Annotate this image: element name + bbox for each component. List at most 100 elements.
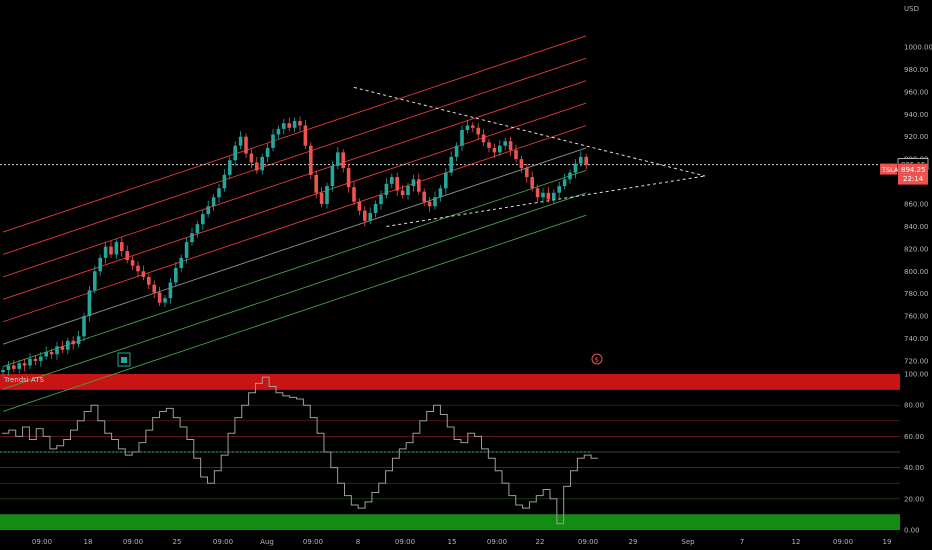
candle-body <box>438 188 443 198</box>
candle-body <box>444 172 448 189</box>
time-tick-label: 8 <box>356 538 360 546</box>
candle-body <box>49 352 54 355</box>
regression-channel <box>2 35 587 412</box>
time-tick-label: 7 <box>740 538 744 546</box>
candle-body <box>303 125 308 146</box>
candle-body <box>546 192 551 200</box>
candle-body <box>330 165 335 187</box>
triangle-line <box>353 86 706 177</box>
candle-body <box>552 192 556 200</box>
candle-body <box>363 210 367 221</box>
indicator-title: Trendsi ATS <box>4 376 44 384</box>
candle-body <box>417 179 421 192</box>
oversold-band <box>0 514 900 530</box>
candle-body <box>276 128 281 135</box>
candle-body <box>179 257 183 268</box>
time-tick-label: 22 <box>536 538 545 546</box>
candle-body <box>211 197 216 207</box>
channel-line <box>2 57 587 255</box>
candle-body <box>492 147 497 153</box>
dividend-icon[interactable]: $ <box>591 353 603 365</box>
candle-body <box>395 177 399 191</box>
time-tick-label: 29 <box>629 538 638 546</box>
candle-body <box>292 121 297 128</box>
oscillator-tick-label: 40.00 <box>904 464 924 472</box>
candlestick-series <box>1 116 588 377</box>
channel-line <box>2 125 587 323</box>
candle-body <box>271 134 275 148</box>
candle-body <box>17 363 21 369</box>
candle-body <box>163 298 167 303</box>
candle-body <box>357 201 362 211</box>
triangle-drawing[interactable] <box>0 86 880 227</box>
channel-line <box>2 169 587 368</box>
price-axis[interactable]: 720.00 740.00 760.00 780.00 800.00 820.00 840.… <box>904 44 932 535</box>
time-tick-label: Sep <box>681 538 695 546</box>
candle-body <box>233 145 237 161</box>
time-tick-label: 25 <box>173 538 182 546</box>
candle-body <box>82 316 86 337</box>
time-axis[interactable]: 09:00 18 09:00 25 09:00 Aug 09:00 8 09:00 15 09:00… <box>32 538 892 546</box>
candle-body <box>22 363 27 366</box>
time-tick-label: 09:00 <box>123 538 143 546</box>
candle-body <box>530 177 534 189</box>
time-tick-label: 15 <box>448 538 457 546</box>
candle-body <box>454 145 459 157</box>
price-tick-label: 780.00 <box>904 290 929 298</box>
candle-body <box>427 201 432 207</box>
candle-body <box>168 282 173 299</box>
channel-line <box>2 192 587 390</box>
price-tick-label: 820.00 <box>904 245 929 253</box>
channel-line <box>2 102 587 300</box>
candle-body <box>255 162 259 171</box>
candle-body <box>76 336 81 345</box>
time-tick-label: 09:00 <box>578 538 598 546</box>
time-tick-label: 12 <box>792 538 801 546</box>
time-tick-label: 09:00 <box>32 538 52 546</box>
candle-body <box>147 276 151 285</box>
candle-body <box>93 271 97 291</box>
price-tick-label: 960.00 <box>904 88 929 96</box>
time-tick-label: 09:00 <box>303 538 323 546</box>
svg-text:$: $ <box>595 356 599 364</box>
oscillator-tick-label: 80.00 <box>904 402 924 410</box>
candle-body <box>206 206 210 215</box>
candle-body <box>244 136 248 154</box>
channel-line <box>2 214 587 412</box>
candle-body <box>373 204 378 213</box>
candle-body <box>109 246 113 255</box>
candle-body <box>406 186 410 196</box>
candle-body <box>238 136 243 146</box>
candle-body <box>568 172 572 180</box>
price-tick-label: 920.00 <box>904 133 929 141</box>
candle-body <box>519 159 524 169</box>
candle-body <box>228 160 232 175</box>
candle-body <box>498 145 502 153</box>
last-price-tag <box>898 163 928 185</box>
symbol-tag <box>880 163 897 175</box>
price-tick-label: 740.00 <box>904 335 929 343</box>
oscillator-series <box>2 376 598 525</box>
candle-body <box>476 127 480 135</box>
price-tick-label: 1000.00 <box>904 44 932 52</box>
overbought-band <box>0 374 900 390</box>
candle-body <box>282 123 286 129</box>
oscillator-tick-label: 20.00 <box>904 495 924 503</box>
candle-body <box>103 246 108 258</box>
candle-body <box>60 346 65 350</box>
candle-body <box>44 352 48 357</box>
candle-body <box>184 242 189 258</box>
candle-body <box>6 365 11 370</box>
oscillator-tick-label: 60.00 <box>904 433 924 441</box>
price-tick-label: 940.00 <box>904 111 929 119</box>
currency-label: USD <box>904 5 919 13</box>
oscillator-tick-label: 0.00 <box>904 527 920 535</box>
earnings-icon[interactable] <box>117 352 131 367</box>
symbol-label: TSLA <box>881 166 899 174</box>
candle-body <box>422 191 426 202</box>
candle-body <box>319 192 324 204</box>
candle-body <box>346 168 351 188</box>
price-tick-label: 800.00 <box>904 268 929 276</box>
